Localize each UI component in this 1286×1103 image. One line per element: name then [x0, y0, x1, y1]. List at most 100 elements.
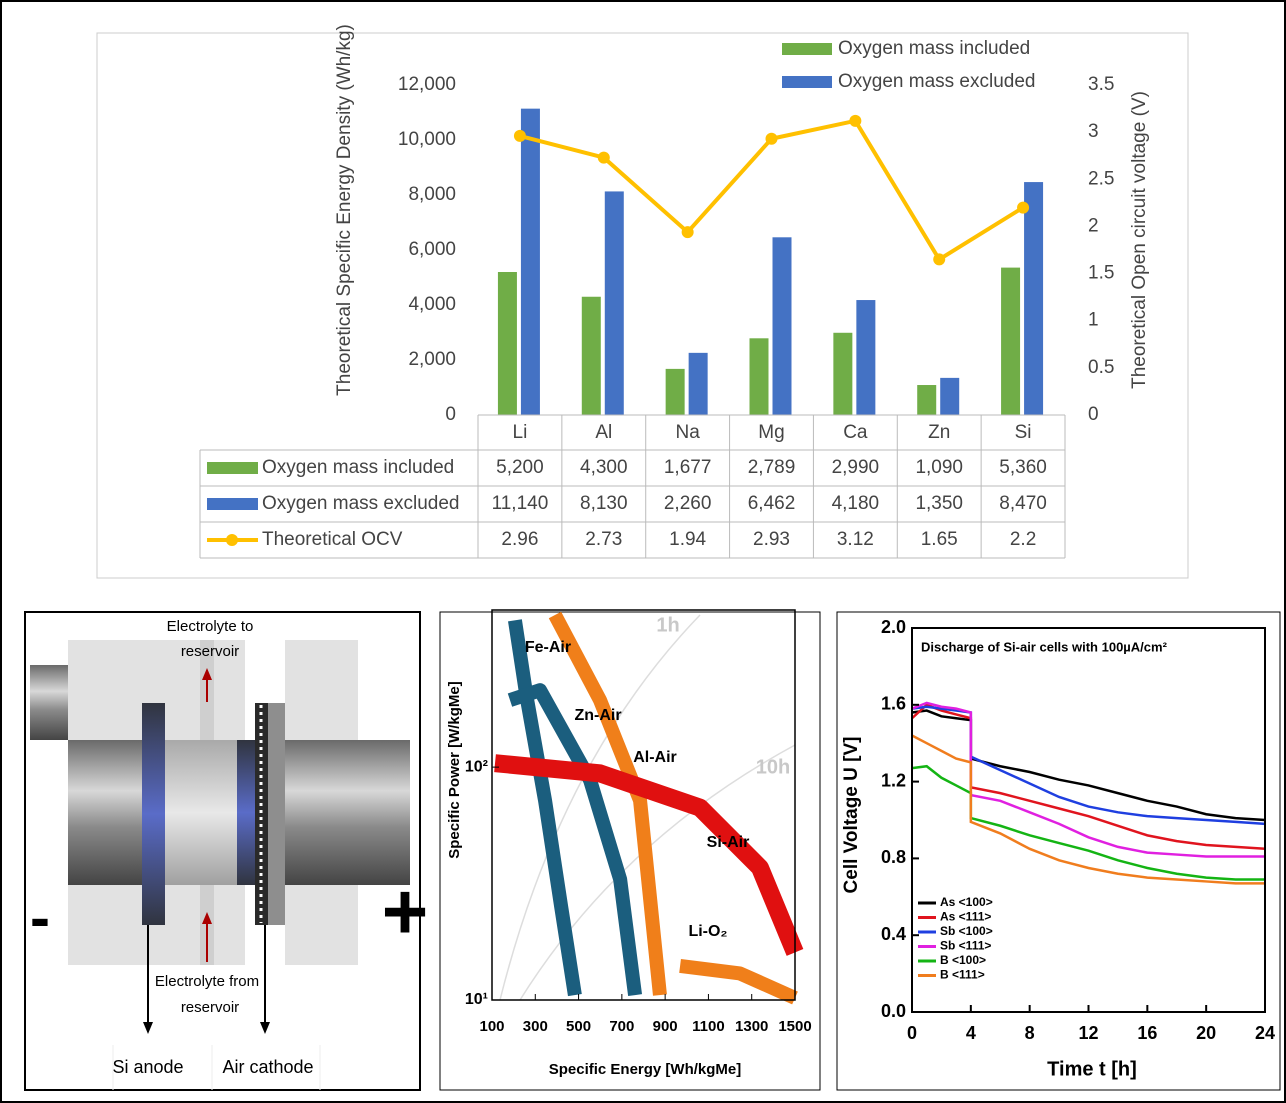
label: Si anode	[112, 1057, 183, 1077]
table-cell: 8,470	[999, 493, 1047, 514]
series-line	[911, 705, 1266, 826]
x-tick-label: 1300	[735, 1018, 768, 1035]
x-axis-title: Time t [h]	[1047, 1058, 1137, 1080]
table-cell: 3.12	[837, 529, 874, 550]
annotation: 1h	[656, 614, 679, 636]
table-cell: 5,200	[496, 457, 544, 478]
flow-arrow-head	[202, 668, 212, 680]
ragone-frame	[439, 611, 821, 1091]
table-cell: 4,300	[580, 457, 628, 478]
line-marker	[765, 132, 778, 145]
cathode-plate	[237, 740, 255, 885]
series-band	[679, 959, 798, 1005]
x-tick-label: Ca	[843, 422, 868, 443]
bar	[856, 300, 876, 415]
x-tick-label: Zn	[928, 422, 950, 443]
y-tick-label: 10¹	[465, 991, 488, 1008]
x-tick-label: 100	[479, 1018, 504, 1035]
legend-label: Oxygen mass excluded	[838, 71, 1036, 92]
cathode-ring	[268, 703, 285, 925]
bar	[665, 368, 685, 415]
line-marker	[681, 226, 694, 239]
table-cell: 2.73	[585, 529, 622, 550]
table-cell: 2.2	[1010, 529, 1036, 550]
table-cell: 2,990	[832, 457, 880, 478]
x-tick-label: 0	[907, 1023, 917, 1043]
anode-body	[68, 740, 145, 885]
table-cell: 5,360	[999, 457, 1047, 478]
table-cell: 6,462	[748, 493, 796, 514]
electrolyte	[165, 740, 237, 885]
table-row-label: Oxygen mass excluded	[262, 493, 460, 514]
legend-label: As <100>	[940, 895, 993, 909]
plot-frame	[491, 609, 796, 1001]
y-tick-label: 1.6	[881, 694, 906, 714]
table-cell: 1,350	[915, 493, 963, 514]
diagram-frame	[24, 611, 421, 1091]
table-cell: 2.96	[501, 529, 538, 550]
series-band	[548, 611, 667, 996]
y2-axis-title: Theoretical Open circuit voltage (V)	[1129, 91, 1150, 389]
discharge-frame	[836, 611, 1281, 1091]
label: reservoir	[181, 999, 239, 1016]
label: Air cathode	[222, 1057, 313, 1077]
bar	[497, 272, 517, 415]
y-tick-label: 6,000	[408, 239, 456, 260]
x-tick-label: 4	[966, 1023, 976, 1043]
y2-tick-label: 3	[1088, 121, 1099, 142]
table-cell: 2,789	[748, 457, 796, 478]
anode-plate	[142, 703, 165, 925]
legend-label: B <111>	[940, 968, 985, 982]
y2-tick-label: 0.5	[1088, 357, 1114, 378]
y-tick-label: 2,000	[408, 349, 456, 370]
series-line	[911, 709, 1266, 822]
x-tick-label: 20	[1196, 1023, 1216, 1043]
table-cell: 2,260	[664, 493, 712, 514]
label: Electrolyte to	[167, 618, 254, 635]
table-legend-swatch	[207, 498, 258, 510]
line-marker	[597, 151, 610, 164]
label: reservoir	[181, 643, 239, 660]
bar	[604, 191, 624, 415]
pointer-arrow-head	[143, 1022, 153, 1034]
x-tick-label: 300	[523, 1018, 548, 1035]
legend-label: Sb <111>	[940, 939, 991, 953]
bar	[833, 332, 853, 415]
x-tick-label: 1500	[778, 1018, 811, 1035]
line-marker	[933, 253, 946, 266]
y-tick-label: 4,000	[408, 294, 456, 315]
series-label: Li-O₂	[688, 923, 727, 940]
x-tick-label: 900	[653, 1018, 678, 1035]
bar	[581, 296, 601, 415]
table-cell: 11,140	[492, 493, 549, 514]
legend-swatch	[782, 76, 832, 88]
x-tick-label: 8	[1025, 1023, 1035, 1043]
y-tick-label: 10²	[465, 758, 488, 775]
y-axis-title: Theoretical Specific Energy Density (Wh/…	[334, 24, 355, 396]
y-tick-label: 8,000	[408, 184, 456, 205]
line-marker	[1017, 201, 1030, 214]
x-tick-label: 12	[1078, 1023, 1098, 1043]
flow-arrow-head	[202, 912, 212, 924]
y-tick-label: 1.2	[881, 770, 906, 790]
series-label: Si-Air	[707, 834, 750, 851]
bar	[1001, 267, 1021, 415]
legend-label: Oxygen mass included	[838, 38, 1030, 59]
bar	[1024, 182, 1044, 415]
legend-label: B <100>	[940, 953, 986, 967]
y-tick-label: 0	[445, 404, 456, 425]
series-line	[911, 703, 1266, 851]
y-tick-label: 2.0	[881, 617, 906, 637]
terminal	[30, 665, 68, 740]
table-cell: 1,090	[915, 457, 963, 478]
series-label: Zn-Air	[574, 707, 621, 724]
series-line	[911, 764, 1265, 881]
series-line	[911, 734, 1265, 885]
table-legend-marker	[226, 534, 238, 546]
bar	[520, 108, 540, 416]
table-cell: 2.93	[753, 529, 790, 550]
legend-label: Sb <100>	[940, 924, 993, 938]
iso-line	[499, 614, 701, 1001]
y2-tick-label: 2	[1088, 215, 1099, 236]
